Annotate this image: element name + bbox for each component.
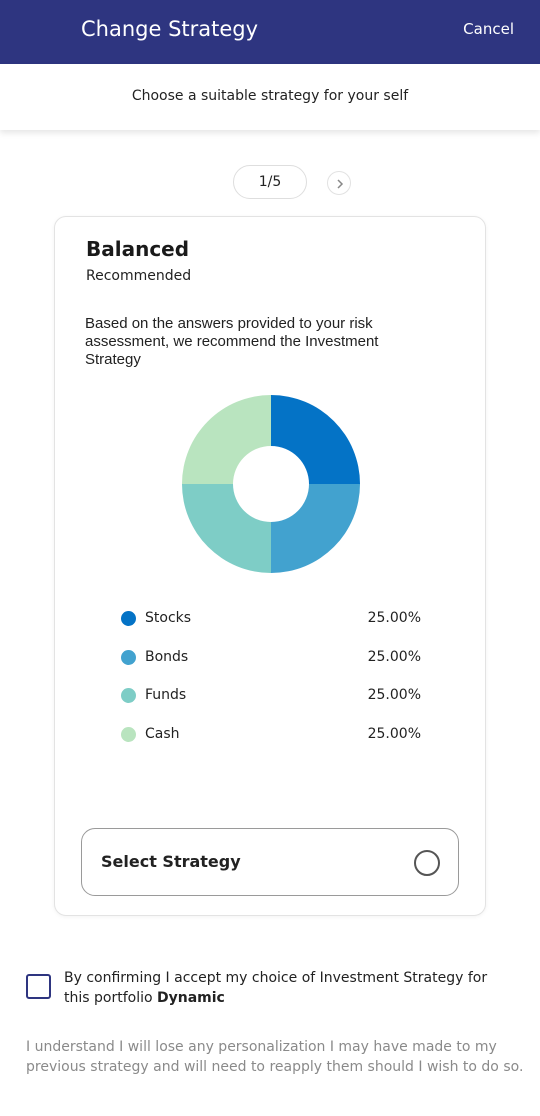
strategy-card: Balanced Recommended Based on the answer…: [54, 216, 486, 916]
cancel-button[interactable]: Cancel: [463, 20, 514, 38]
strategy-description: Based on the answers provided to your ri…: [85, 315, 379, 368]
recommended-label: Recommended: [86, 268, 192, 284]
legend-dot: [121, 688, 136, 703]
subheader-text: Choose a suitable strategy for your self: [131, 88, 409, 104]
legend-label: Cash: [145, 725, 180, 742]
legend-row: Funds 25.00%: [121, 686, 421, 725]
portfolio-name: Dynamic: [156, 990, 225, 1006]
legend-label: Stocks: [145, 610, 192, 626]
subheader: Choose a suitable strategy for your self: [0, 64, 540, 130]
app-header: Change Strategy Cancel: [0, 0, 540, 64]
donut-slice-stocks: [271, 395, 360, 484]
legend-dot: [121, 726, 136, 742]
radio-button-icon[interactable]: [414, 850, 440, 876]
legend-dot: [121, 611, 136, 626]
page-title: Change Strategy: [81, 17, 259, 41]
allocation-donut-chart: [182, 395, 360, 573]
legend-label: Bonds: [145, 648, 189, 665]
legend-value: 25.00%: [367, 725, 421, 742]
strategy-name: Balanced: [86, 237, 190, 261]
confirm-statement: By confirming I accept my choice of Inve…: [64, 970, 488, 1006]
legend-dot: [121, 649, 136, 665]
page-indicator: 1/5: [233, 165, 307, 199]
donut-slice-cash: [182, 395, 271, 484]
legend-label: Funds: [145, 687, 187, 703]
confirm-checkbox[interactable]: [26, 974, 51, 999]
legend-value: 25.00%: [367, 610, 421, 626]
legend-row: Bonds 25.00%: [121, 648, 421, 687]
select-strategy-button[interactable]: Select Strategy: [81, 828, 459, 896]
personalization-notice: I understand I will lose any personaliza…: [26, 1039, 524, 1075]
legend-row: Cash 25.00%: [121, 725, 421, 764]
select-strategy-label: Select Strategy: [101, 852, 241, 871]
chevron-right-icon: [337, 179, 344, 189]
confirm-text: By confirming I accept my choice of Inve…: [64, 968, 504, 1008]
allocation-legend: Stocks 25.00% Bonds 25.00% Funds 25.00% …: [121, 609, 421, 763]
donut-slice-bonds: [271, 484, 360, 573]
donut-slice-funds: [182, 484, 271, 573]
legend-row: Stocks 25.00%: [121, 609, 421, 648]
legend-value: 25.00%: [367, 687, 421, 703]
next-strategy-button[interactable]: [327, 171, 351, 195]
legend-value: 25.00%: [367, 648, 421, 665]
